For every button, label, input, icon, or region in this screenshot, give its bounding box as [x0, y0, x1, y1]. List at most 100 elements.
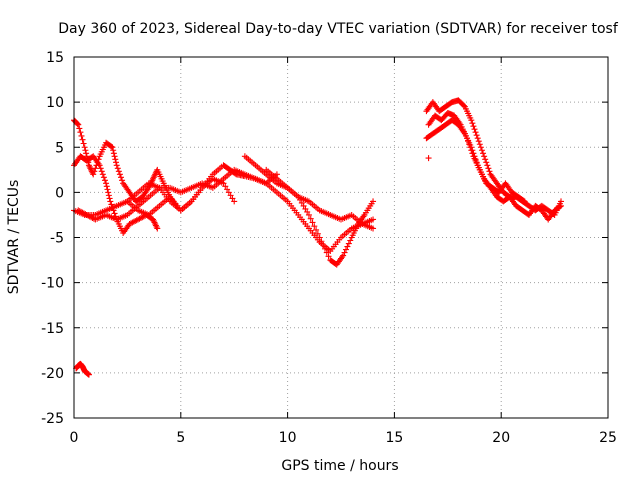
data-point [76, 125, 83, 132]
data-point [345, 240, 352, 247]
data-point [300, 202, 307, 209]
data-point [318, 238, 325, 245]
y-tick-label: 15 [46, 50, 64, 66]
data-point [321, 245, 328, 252]
data-point [106, 195, 113, 202]
data-point [305, 211, 312, 218]
data-point [119, 177, 126, 184]
data-point [467, 144, 474, 151]
x-tick-label: 0 [70, 430, 79, 446]
data-point [103, 183, 110, 190]
x-tick-label: 25 [599, 430, 617, 446]
y-tick-label: 10 [46, 95, 64, 111]
data-point [154, 225, 161, 232]
data-point [316, 234, 323, 241]
data-point [302, 205, 309, 212]
series-track-e [124, 175, 238, 218]
data-point [103, 180, 110, 187]
data-point [344, 243, 351, 250]
data-point [109, 144, 116, 151]
x-tick-label: 15 [385, 430, 403, 446]
data-point [314, 230, 321, 237]
series-track-j [425, 109, 528, 205]
chart-title: Day 360 of 2023, Sidereal Day-to-day VTE… [58, 21, 619, 37]
data-point [307, 215, 314, 222]
data-point [347, 237, 354, 244]
data-point [320, 242, 327, 249]
y-tick-label: -5 [50, 231, 64, 247]
data-point [558, 202, 565, 209]
x-tick-label: 20 [492, 430, 510, 446]
data-point [113, 162, 120, 169]
data-point [225, 189, 232, 196]
x-axis-label: GPS time / hours [281, 458, 398, 474]
data-point [340, 252, 347, 259]
data-point [105, 192, 112, 199]
series-track-k [73, 360, 92, 378]
data-point [96, 162, 103, 169]
data-point [470, 123, 477, 130]
data-point [83, 150, 90, 157]
data-point [81, 144, 88, 151]
data-point [486, 168, 493, 175]
data-point [313, 226, 320, 233]
data-point [113, 159, 120, 166]
y-tick-label: -10 [41, 276, 64, 292]
data-point [90, 171, 97, 178]
data-point [304, 208, 311, 215]
data-point [75, 121, 82, 128]
data-point [111, 153, 118, 160]
data-point [79, 136, 86, 143]
data-point [325, 253, 332, 260]
data-point [91, 168, 98, 175]
data-point [460, 102, 467, 109]
data-point [311, 223, 318, 230]
data-point [78, 132, 85, 139]
data-point [105, 189, 112, 196]
data-point [469, 120, 476, 127]
data-point [466, 141, 473, 148]
data-point [370, 225, 377, 232]
series-isolated [425, 155, 432, 162]
data-point [116, 171, 123, 178]
data-point [485, 165, 492, 172]
data-point [465, 138, 472, 145]
data-point [101, 177, 108, 184]
data-point [477, 144, 484, 151]
data-point [115, 168, 122, 175]
data-point [107, 198, 114, 205]
data-point [92, 165, 99, 172]
data-point [471, 126, 478, 133]
y-tick-label: -15 [41, 321, 64, 337]
data-point [475, 138, 482, 145]
data-point [478, 147, 485, 154]
data-point [110, 150, 117, 157]
data-point [425, 155, 432, 162]
data-point [85, 371, 92, 378]
data-point [483, 159, 490, 166]
data-point [468, 117, 475, 124]
data-point [309, 219, 316, 226]
data-point [556, 203, 563, 210]
data-point [229, 195, 236, 202]
data-point [464, 135, 471, 142]
data-point [110, 147, 117, 154]
data-point [98, 168, 105, 175]
data-point [480, 150, 487, 157]
data-point [472, 129, 479, 136]
data-points [71, 97, 565, 378]
data-point [117, 174, 124, 181]
data-point [114, 165, 121, 172]
data-point [112, 156, 119, 163]
data-point [231, 198, 238, 205]
data-point [473, 132, 480, 139]
series-track-f [241, 153, 377, 268]
y-axis-label: SDTVAR / TECUs [6, 180, 22, 295]
grid-lines [74, 57, 608, 418]
data-point [476, 141, 483, 148]
data-point [99, 171, 106, 178]
data-point [370, 216, 377, 223]
y-tick-label: -25 [41, 411, 64, 427]
series-track-d [75, 166, 280, 223]
data-point [111, 210, 118, 217]
